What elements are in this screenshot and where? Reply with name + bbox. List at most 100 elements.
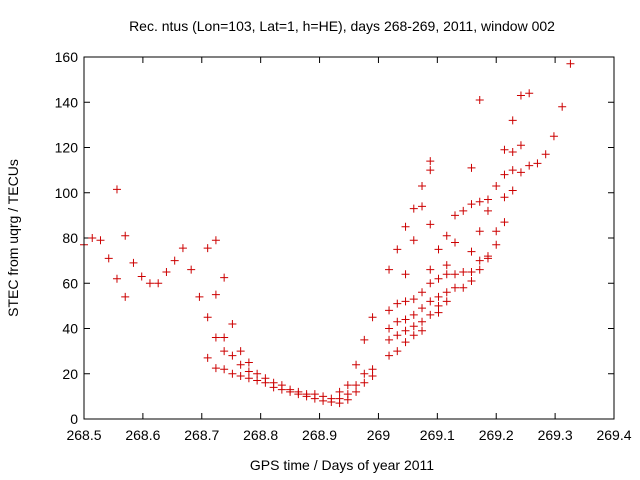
data-point <box>442 297 451 306</box>
x-tick-label: 269.1 <box>420 427 455 443</box>
x-tick-label: 269 <box>367 427 391 443</box>
data-point <box>426 279 435 288</box>
data-point <box>360 369 369 378</box>
data-point <box>475 265 484 274</box>
y-tick-label: 20 <box>62 366 78 382</box>
data-point <box>352 381 361 390</box>
data-point <box>467 163 476 172</box>
data-point <box>385 306 394 315</box>
data-point <box>409 295 418 304</box>
data-point <box>203 244 212 253</box>
data-point <box>516 168 525 177</box>
x-tick-label: 268.5 <box>66 427 101 443</box>
data-point <box>129 258 138 267</box>
data-point <box>368 365 377 374</box>
data-point <box>162 267 171 276</box>
data-point <box>170 256 179 265</box>
data-point <box>236 372 245 381</box>
data-point <box>516 141 525 150</box>
data-point <box>393 347 402 356</box>
data-point <box>228 369 237 378</box>
data-point <box>393 331 402 340</box>
x-tick-label: 269.2 <box>479 427 514 443</box>
data-point <box>426 220 435 229</box>
data-point <box>409 236 418 245</box>
y-tick-label: 60 <box>62 275 78 291</box>
data-point <box>451 270 459 279</box>
data-point <box>418 181 427 190</box>
data-point <box>352 387 361 396</box>
data-point <box>211 236 220 245</box>
data-point <box>220 333 229 342</box>
data-point <box>368 372 377 381</box>
data-point <box>434 292 443 301</box>
data-point <box>352 360 361 369</box>
data-point <box>558 102 567 111</box>
data-point <box>244 374 253 383</box>
data-point <box>327 398 336 407</box>
data-point <box>475 256 484 265</box>
data-point <box>409 331 418 340</box>
data-point <box>459 283 468 292</box>
data-point <box>244 367 253 376</box>
data-point <box>88 234 97 242</box>
data-point <box>385 351 394 360</box>
data-point <box>475 227 484 236</box>
data-point <box>442 231 451 240</box>
x-tick-labels: 268.5 268.6 268.7 268.8 268.9 269 269.1 269.2 26… <box>66 427 631 443</box>
data-point <box>492 181 501 190</box>
data-point <box>228 351 237 360</box>
plot-frame <box>83 56 615 420</box>
y-tick-label: 0 <box>70 411 78 427</box>
data-point <box>451 283 459 292</box>
data-point <box>220 347 229 356</box>
data-point <box>203 353 212 362</box>
data-point <box>343 381 352 390</box>
data-point <box>409 204 418 213</box>
data-point <box>500 218 509 227</box>
data-point <box>426 310 435 319</box>
data-point <box>467 276 476 285</box>
data-point <box>442 261 451 270</box>
data-point <box>442 288 451 297</box>
data-point <box>401 297 410 306</box>
data-point <box>541 150 550 159</box>
data-point <box>409 322 418 331</box>
data-point <box>426 157 435 166</box>
x-tick-label: 269.3 <box>538 427 573 443</box>
data-point <box>211 290 220 299</box>
data-point <box>228 319 237 328</box>
data-point <box>467 247 476 256</box>
data-point <box>195 292 204 301</box>
data-point <box>178 244 187 253</box>
data-point <box>459 267 468 276</box>
data-point <box>121 231 130 240</box>
chart-title: Rec. ntus (Lon=103, Lat=1, h=HE), days 2… <box>129 18 555 34</box>
x-tick-label: 268.6 <box>125 427 160 443</box>
data-point <box>549 132 558 141</box>
data-point <box>261 378 270 387</box>
data-point <box>451 238 459 247</box>
data-point <box>434 301 443 310</box>
data-point <box>154 279 163 288</box>
data-point <box>483 195 492 204</box>
data-point <box>492 240 501 249</box>
data-point <box>112 185 121 194</box>
data-point <box>467 267 476 276</box>
data-point <box>401 326 410 335</box>
data-point <box>566 59 575 68</box>
data-point <box>302 392 311 401</box>
y-tick-label: 140 <box>55 94 79 110</box>
data-point <box>434 245 443 254</box>
x-tick-label: 268.8 <box>243 427 278 443</box>
data-point <box>492 227 501 236</box>
y-axis-label: STEC from uqrg / TECUs <box>5 159 21 317</box>
x-tick-label: 269.4 <box>596 427 631 443</box>
data-point <box>409 310 418 319</box>
data-point <box>483 254 492 263</box>
data-point <box>244 358 253 367</box>
data-point <box>335 399 344 408</box>
data-point <box>220 365 229 374</box>
